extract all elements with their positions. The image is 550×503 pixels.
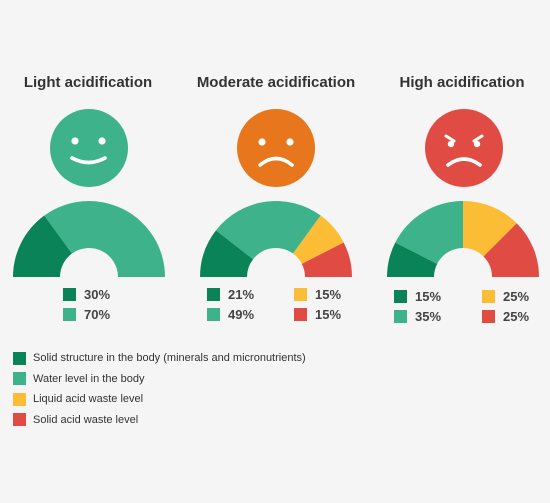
legend-item-solid: Solid structure in the body (minerals an…	[13, 348, 306, 369]
chart-title-high: High acidification	[399, 74, 525, 91]
legend-label: Solid structure in the body (minerals an…	[33, 352, 306, 365]
happy-face-icon	[50, 109, 128, 187]
value-solid-light: 30%	[63, 287, 110, 302]
chart-title-light: Light acidification	[23, 74, 153, 91]
value-solidacid-moderate: 15%	[294, 307, 341, 322]
legend-swatch	[482, 290, 495, 303]
legend-swatch	[13, 392, 26, 406]
gauge-chart-high	[387, 201, 539, 277]
legend-label: Solid acid waste level	[33, 413, 139, 426]
legend-swatch	[294, 288, 307, 301]
legend-swatch	[482, 310, 495, 323]
legend: Solid structure in the body (minerals an…	[13, 348, 306, 430]
value-solid-high: 15%	[394, 289, 441, 304]
legend-swatch	[394, 310, 407, 323]
legend-swatch	[13, 413, 26, 427]
gauge-chart-light	[13, 201, 165, 277]
legend-swatch	[63, 288, 76, 301]
angry-face-icon	[425, 109, 503, 187]
gauge-segment-solid	[387, 242, 438, 277]
gauge-chart-moderate	[200, 201, 352, 277]
legend-label: Liquid acid waste level	[33, 393, 144, 406]
gauge-segment-solidAcid	[483, 223, 539, 277]
gauge-segment-water	[44, 201, 165, 277]
legend-swatch	[207, 308, 220, 321]
value-solidacid-high: 25%	[482, 309, 529, 324]
legend-swatch	[394, 290, 407, 303]
legend-item-water: Water level in the body	[13, 369, 306, 390]
value-liquid-moderate: 15%	[294, 287, 341, 302]
chart-title-moderate: Moderate acidification	[196, 74, 356, 91]
sad-face-icon	[237, 109, 315, 187]
value-liquid-high: 25%	[482, 289, 529, 304]
legend-item-solidacid: Solid acid waste level	[13, 410, 306, 431]
gauge-segment-liquid	[293, 215, 344, 264]
gauge-segment-liquid	[463, 201, 517, 257]
legend-swatch	[207, 288, 220, 301]
legend-label: Water level in the body	[33, 372, 145, 385]
legend-swatch	[13, 372, 26, 386]
value-water-light: 70%	[63, 307, 110, 322]
gauge-segment-water	[215, 201, 321, 260]
legend-item-liquid: Liquid acid waste level	[13, 389, 306, 410]
gauge-segment-solidAcid	[301, 242, 352, 277]
value-water-high: 35%	[394, 309, 441, 324]
gauge-segment-solid	[13, 215, 72, 277]
gauge-segment-water	[395, 201, 463, 264]
gauge-segment-solid	[200, 230, 254, 277]
legend-swatch	[63, 308, 76, 321]
value-water-moderate: 49%	[207, 307, 254, 322]
legend-swatch	[13, 351, 26, 365]
value-solid-moderate: 21%	[207, 287, 254, 302]
legend-swatch	[294, 308, 307, 321]
